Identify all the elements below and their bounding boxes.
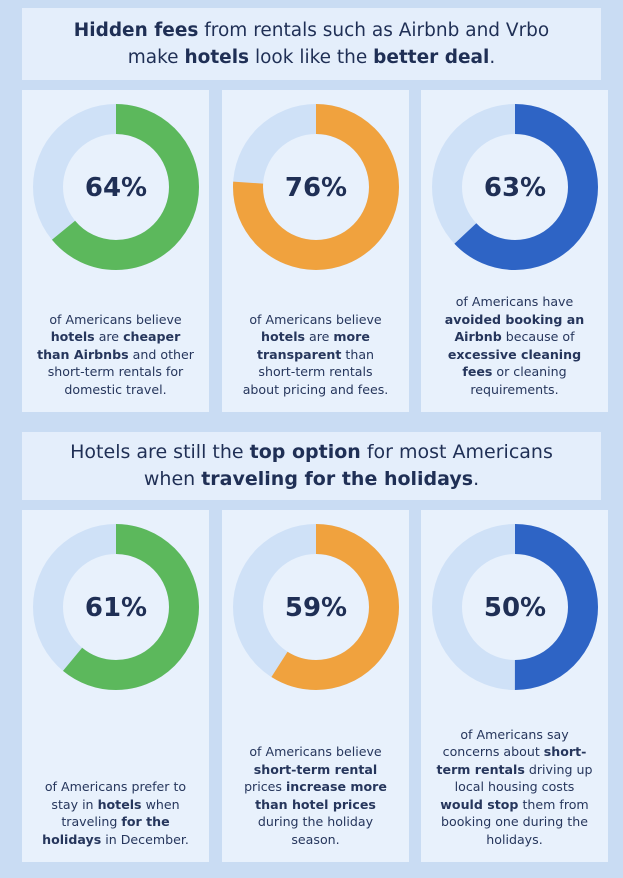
text-run: and other xyxy=(128,346,194,362)
text-run: when xyxy=(143,468,202,490)
percent-label-2: 76% xyxy=(284,173,346,203)
donut-chart-6: 50% xyxy=(431,524,598,690)
text-run: are xyxy=(305,329,334,344)
text-run: of Americans believe xyxy=(49,311,182,327)
text-run: than xyxy=(341,346,375,362)
bold-text-run: traveling for the holidays xyxy=(201,468,474,490)
percent-label-5: 59% xyxy=(284,593,346,623)
bold-text-run: excessive cleaning xyxy=(447,346,582,362)
text-run: . xyxy=(473,468,480,490)
percent-label-3: 63% xyxy=(483,173,545,203)
text-run: requirements. xyxy=(470,381,559,397)
text-run: stay in xyxy=(51,796,98,812)
text-run: about pricing and fees. xyxy=(242,381,389,397)
text-run: of Americans believe xyxy=(249,311,382,327)
text-run: prices xyxy=(244,779,286,794)
stat-card-3: 63% of Americans have avoided booking an A… xyxy=(421,90,608,412)
donut-chart-3: 63% xyxy=(431,104,598,270)
donut-value-slice xyxy=(32,104,199,270)
bold-text-run: top option xyxy=(249,441,361,463)
stat-card-2: 76% of Americans believe hotels are more t… xyxy=(222,90,409,412)
donut-value-slice xyxy=(232,104,399,270)
bold-text-run: than hotel prices xyxy=(255,796,376,812)
donut-chart-2: 76% xyxy=(232,104,399,270)
text-run: or cleaning xyxy=(492,364,567,379)
bold-text-run: term rentals xyxy=(436,761,525,777)
percent-label-4: 61% xyxy=(84,593,146,623)
text-run: for most Americans xyxy=(360,441,553,463)
section-1-title: Hidden fees from rentals such as Airbnb … xyxy=(22,8,601,80)
stat-card-6: 50% of Americans say concerns about short… xyxy=(421,510,608,862)
bold-text-run: for the xyxy=(121,814,170,829)
text-run: domestic travel. xyxy=(64,381,167,397)
text-run: are xyxy=(94,329,124,344)
stat-description-6: of Americans say concerns about short-ter… xyxy=(429,726,601,849)
donut-value-slice xyxy=(232,524,399,690)
donut-value-slice xyxy=(431,524,598,690)
text-run: concerns about xyxy=(442,744,544,759)
text-run: during the holiday xyxy=(257,814,374,829)
text-run: from rentals such as Airbnb and Vrbo xyxy=(198,20,550,41)
bold-text-run: hotels xyxy=(97,796,142,812)
text-run: because of xyxy=(501,329,575,344)
text-run: local housing costs xyxy=(454,779,575,794)
percent-label-1: 64% xyxy=(84,173,146,203)
bold-text-run: increase more xyxy=(285,779,387,794)
text-run: of Americans believe xyxy=(249,744,382,759)
stat-card-5: 59% of Americans believe short-term renta… xyxy=(222,510,409,862)
text-run: short-term rentals for xyxy=(47,364,184,379)
stat-description-3: of Americans have avoided booking an Airbn… xyxy=(437,293,592,398)
text-run: booking one during the xyxy=(441,814,588,829)
bold-text-run: hotels xyxy=(50,329,95,344)
bold-text-run: more xyxy=(333,329,370,344)
text-run: season. xyxy=(291,831,340,847)
stat-description-4: of Americans prefer to stay in hotels whe… xyxy=(34,778,197,848)
text-run: of Americans say xyxy=(460,726,569,742)
bold-text-run: better deal xyxy=(373,47,490,68)
bold-text-run: Hidden fees xyxy=(73,20,199,41)
stat-card-4: 61% of Americans prefer to stay in hotels… xyxy=(22,510,209,862)
donut-chart-5: 59% xyxy=(232,524,399,690)
bold-text-run: fees xyxy=(462,364,493,379)
text-run: them from xyxy=(518,796,589,812)
text-run: holidays. xyxy=(486,831,543,847)
percent-label-6: 50% xyxy=(483,593,545,623)
stat-description-1: of Americans believe hotels are cheaper th… xyxy=(29,311,202,399)
bold-text-run: hotels xyxy=(261,329,306,344)
bold-text-run: short- xyxy=(543,744,587,759)
bold-text-run: than Airbnbs xyxy=(37,346,129,362)
donut-value-slice xyxy=(431,104,598,270)
text-run: of Americans have xyxy=(455,294,574,309)
section-1-title-text: Hidden fees from rentals such as Airbnb … xyxy=(74,17,550,71)
text-run: in December. xyxy=(101,831,189,847)
text-run: Hotels are still the xyxy=(70,441,250,463)
stat-description-5: of Americans believe short-term rental pri… xyxy=(236,743,395,848)
text-run: . xyxy=(489,47,496,68)
donut-value-slice xyxy=(32,524,199,690)
text-run: short-term rentals xyxy=(258,364,373,379)
section-2-title: Hotels are still the top option for most… xyxy=(22,432,601,500)
bold-text-run: hotels xyxy=(184,47,250,68)
bold-text-run: short-term rental xyxy=(253,761,378,777)
section-2-title-text: Hotels are still the top option for most… xyxy=(70,439,553,493)
text-run: traveling xyxy=(61,814,122,829)
bold-text-run: Airbnb xyxy=(454,329,502,344)
bold-text-run: holidays xyxy=(42,831,102,847)
donut-chart-4: 61% xyxy=(32,524,199,690)
bold-text-run: avoided booking an xyxy=(444,311,585,327)
stat-description-2: of Americans believe hotels are more trans… xyxy=(235,311,397,399)
donut-chart-1: 64% xyxy=(32,104,199,270)
bold-text-run: transparent xyxy=(256,346,342,362)
text-run: driving up xyxy=(524,761,593,777)
stat-card-1: 64% of Americans believe hotels are cheap… xyxy=(22,90,209,412)
text-run: look like the xyxy=(249,47,374,68)
text-run: when xyxy=(141,796,180,812)
bold-text-run: would stop xyxy=(440,796,519,812)
text-run: make xyxy=(127,47,185,68)
bold-text-run: cheaper xyxy=(123,329,181,344)
text-run: of Americans prefer to xyxy=(44,779,187,794)
